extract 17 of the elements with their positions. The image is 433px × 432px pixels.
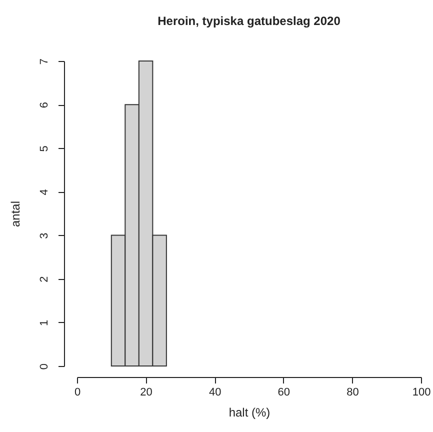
y-tick-label: 2 <box>38 276 50 282</box>
x-tick-label: 100 <box>412 386 431 398</box>
x-tick-label: 40 <box>208 386 222 398</box>
y-axis-title: antal <box>8 200 22 228</box>
y-tick-label: 5 <box>38 146 50 152</box>
y-tick-label: 7 <box>38 58 50 65</box>
x-tick-label: 0 <box>74 386 81 398</box>
x-tick-label: 80 <box>346 386 359 398</box>
x-tick-label: 60 <box>278 386 290 398</box>
y-tick-label: 4 <box>38 189 50 196</box>
y-tick-label: 3 <box>38 232 50 239</box>
y-tick-label: 0 <box>38 363 50 370</box>
x-tick-label: 20 <box>140 386 152 398</box>
y-tick-label: 6 <box>38 102 50 108</box>
y-tick-label: 1 <box>38 320 50 326</box>
x-axis-title: halt (%) <box>228 406 270 420</box>
chart-title: Heroin, typiska gatubeslag 2020 <box>158 14 341 28</box>
